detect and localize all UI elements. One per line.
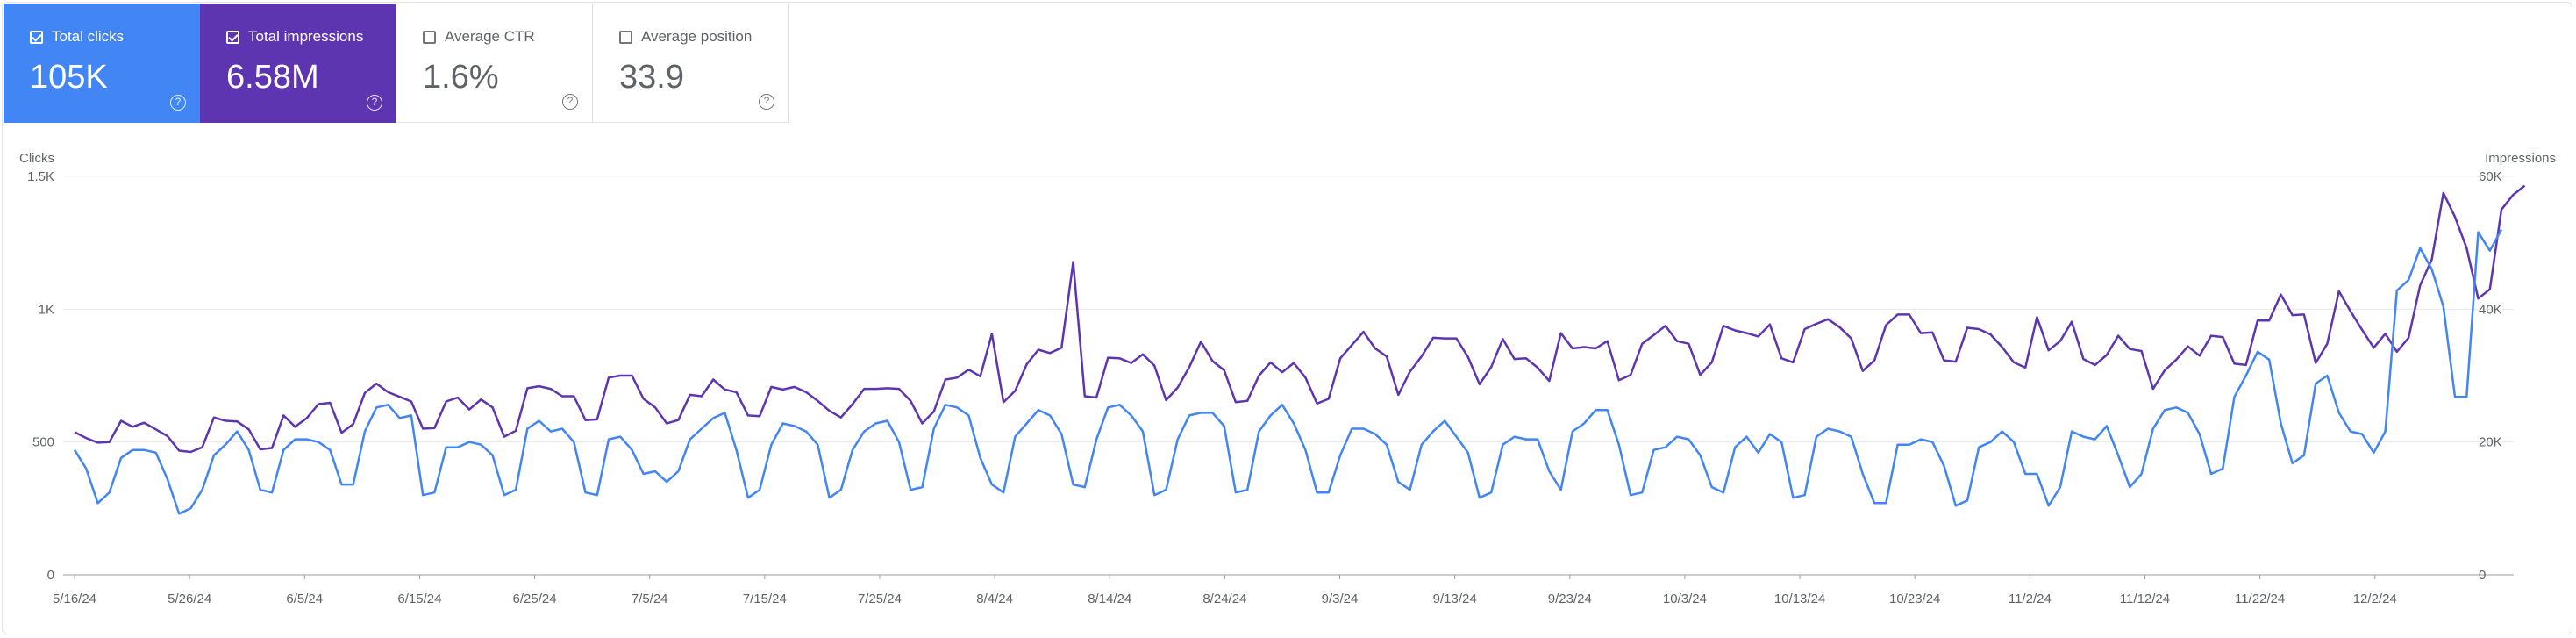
x-tick-label: 7/5/24: [632, 591, 668, 606]
left-tick-label: 0: [47, 568, 54, 583]
checkbox-icon[interactable]: [423, 30, 436, 44]
right-tick-label: 0: [2479, 568, 2486, 583]
x-tick-label: 11/12/24: [2120, 591, 2170, 606]
right-tick-label: 20K: [2479, 435, 2502, 450]
x-tick-label: 5/26/24: [168, 591, 211, 606]
metric-label: Average position: [641, 28, 753, 45]
x-tick-label: 7/15/24: [743, 591, 787, 606]
x-tick-label: 10/3/24: [1663, 591, 1707, 606]
gridlines: [63, 176, 2514, 576]
x-tick-label: 6/15/24: [397, 591, 441, 606]
metric-card-total-clicks[interactable]: Total clicks 105K ?: [4, 4, 200, 123]
metric-card-total-impressions[interactable]: Total impressions 6.58M ?: [200, 4, 396, 123]
x-axis: 5/16/24 5/26/24 6/5/24 6/15/24 6/25/24 7/5/24…: [53, 575, 2397, 606]
x-tick-label: 6/25/24: [513, 591, 557, 606]
x-tick-label: 10/23/24: [1889, 591, 1940, 606]
left-tick-label: 500: [32, 435, 54, 450]
left-axis-label: Clicks: [19, 151, 54, 166]
metric-value: 6.58M: [226, 59, 319, 96]
x-tick-label: 9/13/24: [1433, 591, 1477, 606]
x-tick-label: 11/22/24: [2235, 591, 2285, 606]
metric-label: Total impressions: [248, 28, 364, 45]
x-tick-label: 7/25/24: [858, 591, 902, 606]
left-tick-label: 1K: [39, 302, 54, 317]
metric-value: 1.6%: [423, 59, 499, 96]
right-tick-label: 40K: [2479, 302, 2502, 317]
metric-value: 33.9: [619, 59, 684, 96]
x-tick-label: 8/14/24: [1088, 591, 1131, 606]
help-icon[interactable]: ?: [562, 94, 578, 110]
help-icon[interactable]: ?: [367, 95, 382, 111]
metric-label: Total clicks: [52, 28, 125, 45]
right-axis-label: Impressions: [2485, 151, 2556, 166]
x-tick-label: 9/23/24: [1548, 591, 1592, 606]
metric-card-average-ctr[interactable]: Average CTR 1.6% ?: [396, 4, 593, 123]
left-tick-label: 1.5K: [27, 169, 54, 184]
x-tick-label: 9/3/24: [1322, 591, 1359, 606]
checkbox-icon[interactable]: [619, 30, 632, 44]
series-lines: [73, 184, 2526, 515]
checkbox-icon[interactable]: [226, 30, 239, 44]
x-tick-label: 5/16/24: [53, 591, 96, 606]
help-icon[interactable]: ?: [170, 95, 186, 111]
x-tick-label: 6/5/24: [286, 591, 323, 606]
metric-label: Average CTR: [445, 28, 535, 45]
x-tick-label: 10/13/24: [1774, 591, 1825, 606]
x-tick-label: 12/2/24: [2353, 591, 2397, 606]
y-axis: Clicks Impressions 0 500 1K 1.5K 0 20K 40K 60K: [19, 151, 2556, 583]
metric-card-average-position[interactable]: Average position 33.9 ?: [593, 4, 789, 123]
x-tick-label: 8/4/24: [976, 591, 1013, 606]
series-line-impressions: [74, 184, 2526, 454]
series-line-clicks: [73, 228, 2503, 515]
checkbox-icon[interactable]: [30, 30, 43, 44]
help-icon[interactable]: ?: [759, 94, 774, 110]
metric-cards: Total clicks 105K ? Total impressions 6.…: [4, 4, 789, 123]
right-tick-label: 60K: [2479, 169, 2502, 184]
x-tick-label: 11/2/24: [2009, 591, 2052, 606]
metric-value: 105K: [30, 59, 108, 96]
x-tick-label: 8/24/24: [1202, 591, 1246, 606]
